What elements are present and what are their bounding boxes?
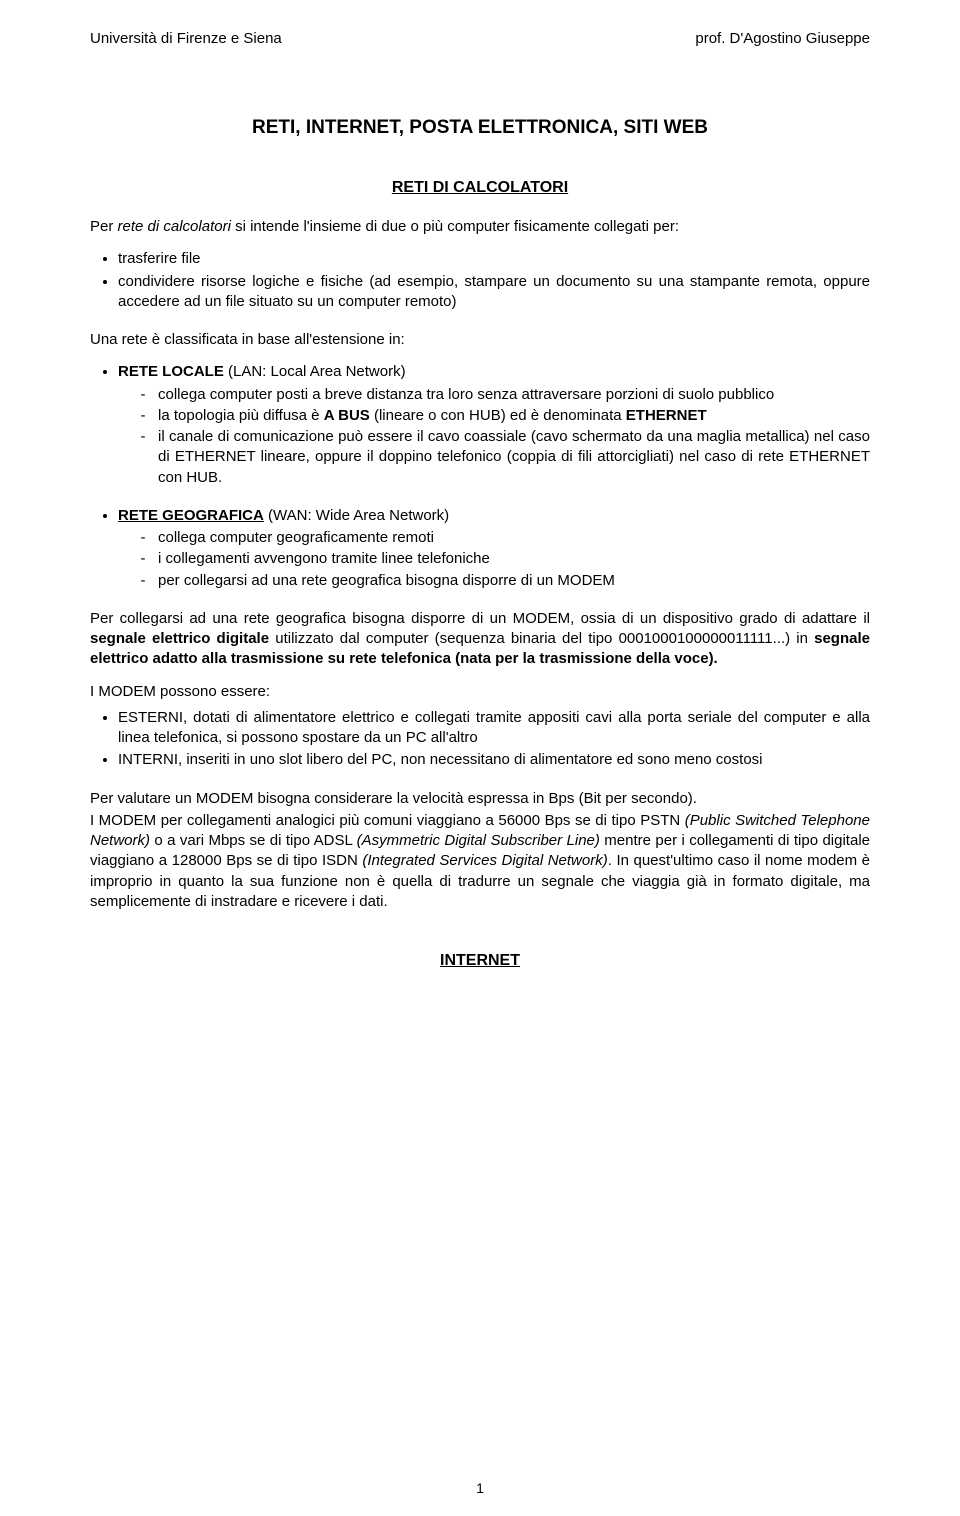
lan-heading-rest: (LAN: Local Area Network) bbox=[224, 363, 406, 380]
section-internet: INTERNET bbox=[90, 952, 870, 970]
lan-heading-bold: RETE LOCALE bbox=[118, 363, 224, 380]
modem-type-2: INTERNI, inseriti in uno slot libero del… bbox=[118, 750, 870, 770]
speed-p1: Per valutare un MODEM bisogna considerar… bbox=[90, 789, 870, 809]
wan-list: RETE GEOGRAFICA (WAN: Wide Area Network)… bbox=[90, 506, 870, 591]
modem-paragraph: Per collegarsi ad una rete geografica bi… bbox=[90, 609, 870, 670]
page: Università di Firenze e Siena prof. D'Ag… bbox=[0, 0, 960, 1516]
intro-bullet-2: condividere risorse logiche e fisiche (a… bbox=[118, 272, 870, 313]
wan-sub-2: i collegamenti avvengono tramite linee t… bbox=[158, 549, 870, 569]
wan-sub-3: per collegarsi ad una rete geografica bi… bbox=[158, 571, 870, 591]
speed-d: (Asymmetric Digital Subscriber Line) bbox=[357, 832, 600, 849]
modem-c: utilizzato dal computer (sequenza binari… bbox=[269, 630, 814, 647]
modem-a: Per collegarsi ad una rete geografica bi… bbox=[90, 610, 870, 627]
page-title: RETI, INTERNET, POSTA ELETTRONICA, SITI … bbox=[90, 117, 870, 139]
speed-c: o a vari Mbps se di tipo ADSL bbox=[150, 832, 357, 849]
lan-subitems: collega computer posti a breve distanza … bbox=[118, 385, 870, 488]
wan-item: RETE GEOGRAFICA (WAN: Wide Area Network)… bbox=[118, 506, 870, 591]
modem-type-1: ESTERNI, dotati di alimentatore elettric… bbox=[118, 708, 870, 749]
speed-f: (Integrated Services Digital Network) bbox=[362, 852, 607, 869]
lan-sub-2: la topologia più diffusa è A BUS (linear… bbox=[158, 406, 870, 426]
classification-text: Una rete è classificata in base all'este… bbox=[90, 330, 870, 350]
wan-heading-rest: (WAN: Wide Area Network) bbox=[264, 507, 449, 524]
wan-subitems: collega computer geograficamente remoti … bbox=[118, 528, 870, 591]
intro-paragraph: Per rete di calcolatori si intende l'ins… bbox=[90, 217, 870, 237]
page-number: 1 bbox=[0, 1480, 960, 1496]
header-right: prof. D'Agostino Giuseppe bbox=[695, 30, 870, 47]
lan-sub-1: collega computer posti a breve distanza … bbox=[158, 385, 870, 405]
speed-p2: I MODEM per collegamenti analogici più c… bbox=[90, 811, 870, 912]
lan-sub-2d: ETHERNET bbox=[626, 407, 707, 424]
wan-sub-1: collega computer geograficamente remoti bbox=[158, 528, 870, 548]
network-types: RETE LOCALE (LAN: Local Area Network) co… bbox=[90, 362, 870, 488]
modem-b: segnale elettrico digitale bbox=[90, 630, 269, 647]
lan-sub-2b: A BUS bbox=[324, 407, 370, 424]
lan-item: RETE LOCALE (LAN: Local Area Network) co… bbox=[118, 362, 870, 488]
modem-types-list: ESTERNI, dotati di alimentatore elettric… bbox=[90, 708, 870, 771]
intro-bullet-1: trasferire file bbox=[118, 249, 870, 269]
wan-heading-bold: RETE GEOGRAFICA bbox=[118, 507, 264, 524]
intro-tail: si intende l'insieme di due o più comput… bbox=[231, 218, 679, 235]
subtitle: RETI DI CALCOLATORI bbox=[90, 179, 870, 197]
lan-sub-2a: la topologia più diffusa è bbox=[158, 407, 324, 424]
modem-types-lead: I MODEM possono essere: bbox=[90, 682, 870, 702]
lan-sub-2c: (lineare o con HUB) ed è denominata bbox=[370, 407, 626, 424]
intro-lead: Per bbox=[90, 218, 118, 235]
header-left: Università di Firenze e Siena bbox=[90, 30, 282, 47]
intro-italic: rete di calcolatori bbox=[118, 218, 231, 235]
speed-a: I MODEM per collegamenti analogici più c… bbox=[90, 812, 685, 829]
header-row: Università di Firenze e Siena prof. D'Ag… bbox=[90, 30, 870, 47]
lan-sub-3: il canale di comunicazione può essere il… bbox=[158, 427, 870, 488]
intro-bullets: trasferire file condividere risorse logi… bbox=[90, 249, 870, 312]
